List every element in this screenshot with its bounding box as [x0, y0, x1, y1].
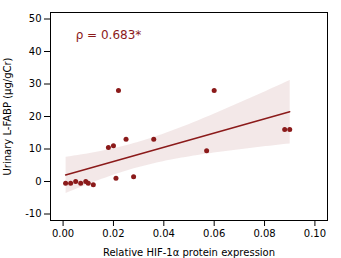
svg-text:0.06: 0.06 [203, 228, 225, 239]
svg-text:0.10: 0.10 [304, 228, 326, 239]
svg-text:20: 20 [29, 111, 42, 122]
svg-text:0.02: 0.02 [102, 228, 124, 239]
svg-text:Relative HIF-1α protein expres: Relative HIF-1α protein expression [103, 247, 275, 258]
svg-text:0: 0 [35, 176, 41, 187]
svg-text:-10: -10 [25, 208, 41, 219]
svg-text:0.08: 0.08 [253, 228, 275, 239]
svg-text:40: 40 [29, 46, 42, 57]
svg-text:ρ = 0.683*: ρ = 0.683* [76, 28, 142, 42]
svg-text:30: 30 [29, 78, 42, 89]
svg-text:Urinary L-FABP (μg/gCr): Urinary L-FABP (μg/gCr) [2, 57, 13, 175]
svg-text:0.04: 0.04 [153, 228, 175, 239]
svg-text:50: 50 [29, 13, 42, 24]
svg-text:0.00: 0.00 [52, 228, 74, 239]
svg-text:10: 10 [29, 143, 42, 154]
